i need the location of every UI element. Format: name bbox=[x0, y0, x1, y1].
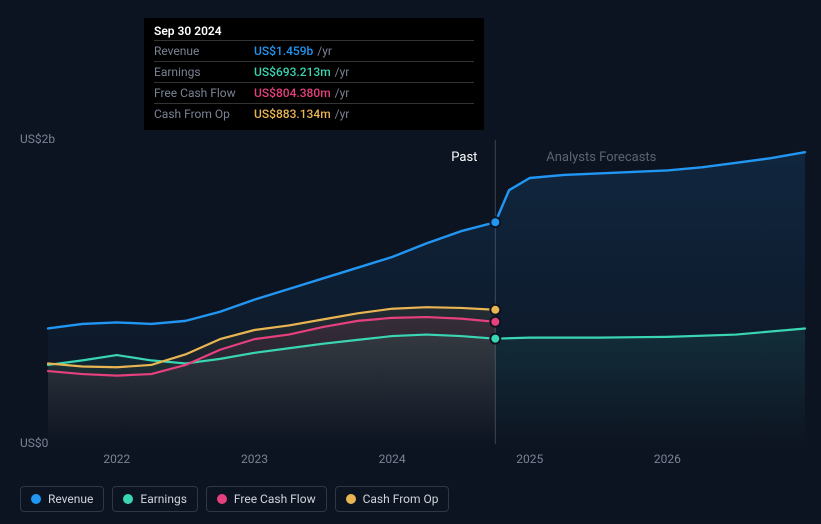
legend-dot-icon bbox=[31, 494, 41, 504]
tooltip-value: US$883.134m bbox=[254, 107, 331, 121]
legend-dot-icon bbox=[217, 494, 227, 504]
tooltip-value: US$693.213m bbox=[254, 65, 331, 79]
tooltip-label: Earnings bbox=[154, 65, 254, 79]
legend-label: Free Cash Flow bbox=[234, 492, 316, 506]
tooltip-row-earnings: Earnings US$693.213m /yr bbox=[154, 61, 474, 82]
tooltip-row-fcf: Free Cash Flow US$804.380m /yr bbox=[154, 82, 474, 103]
chart-tooltip: Sep 30 2024 Revenue US$1.459b /yr Earnin… bbox=[144, 18, 484, 130]
tooltip-label: Cash From Op bbox=[154, 107, 254, 121]
legend-dot-icon bbox=[123, 494, 133, 504]
tooltip-label: Revenue bbox=[154, 44, 254, 58]
chart-legend: Revenue Earnings Free Cash Flow Cash From O… bbox=[20, 486, 449, 512]
section-label-past: Past bbox=[451, 150, 477, 165]
tooltip-label: Free Cash Flow bbox=[154, 86, 254, 100]
tooltip-value: US$1.459b bbox=[254, 44, 313, 58]
legend-dot-icon bbox=[346, 494, 356, 504]
x-axis-label: 2023 bbox=[241, 452, 268, 466]
tooltip-date: Sep 30 2024 bbox=[154, 24, 474, 40]
tooltip-unit: /yr bbox=[317, 44, 332, 58]
tooltip-value: US$804.380m bbox=[254, 86, 331, 100]
tooltip-row-revenue: Revenue US$1.459b /yr bbox=[154, 40, 474, 61]
x-axis-label: 2022 bbox=[103, 452, 130, 466]
legend-label: Revenue bbox=[48, 492, 93, 506]
legend-item-fcf[interactable]: Free Cash Flow bbox=[206, 486, 327, 512]
tooltip-unit: /yr bbox=[335, 107, 350, 121]
x-axis-label: 2025 bbox=[516, 452, 543, 466]
x-axis-label: 2024 bbox=[379, 452, 406, 466]
tooltip-unit: /yr bbox=[335, 86, 350, 100]
tooltip-unit: /yr bbox=[335, 65, 350, 79]
y-axis-label: US$2b bbox=[20, 132, 55, 146]
y-axis-label: US$0 bbox=[20, 436, 48, 450]
tooltip-row-cfo: Cash From Op US$883.134m /yr bbox=[154, 103, 474, 124]
legend-label: Earnings bbox=[140, 492, 187, 506]
legend-item-cfo[interactable]: Cash From Op bbox=[335, 486, 450, 512]
x-axis-label: 2026 bbox=[654, 452, 681, 466]
legend-item-revenue[interactable]: Revenue bbox=[20, 486, 104, 512]
section-label-forecast: Analysts Forecasts bbox=[546, 150, 656, 165]
legend-label: Cash From Op bbox=[363, 492, 439, 506]
legend-item-earnings[interactable]: Earnings bbox=[112, 486, 198, 512]
